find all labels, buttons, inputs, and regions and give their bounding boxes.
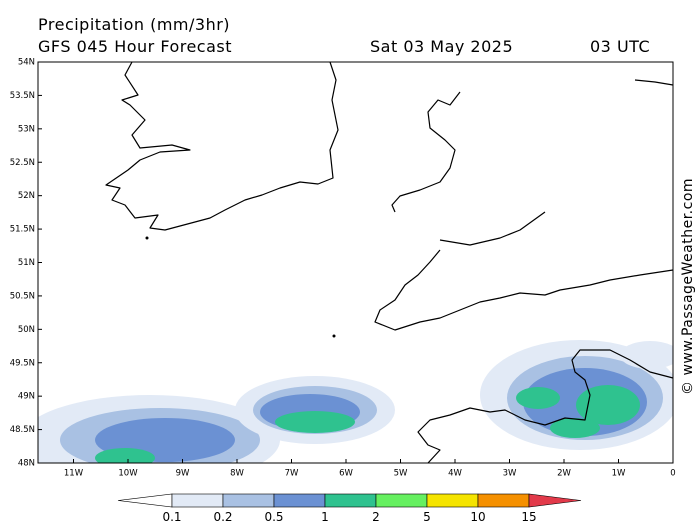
lon-label: 9W bbox=[176, 469, 190, 479]
lon-label: 0 bbox=[670, 469, 675, 479]
date: Sat 03 May 2025 bbox=[370, 37, 513, 56]
lat-label: 51.5N bbox=[10, 225, 35, 235]
precip-field bbox=[38, 340, 673, 463]
colorbar-label: 0.2 bbox=[213, 510, 232, 524]
colorbar-bin bbox=[426, 493, 479, 508]
lat-axis: 54N 53.5N 53N 52.5N 52N 51.5N 51N 50.5N 50N 49.5N… bbox=[10, 58, 42, 469]
lon-label: 8W bbox=[230, 469, 244, 479]
lat-label: 53.5N bbox=[10, 91, 35, 101]
coastlines bbox=[105, 61, 674, 464]
lat-label: 51N bbox=[18, 258, 35, 268]
lon-label: 10W bbox=[118, 469, 138, 479]
lon-label: 2W bbox=[557, 469, 571, 479]
colorbar-label: 10 bbox=[470, 510, 485, 524]
time: 03 UTC bbox=[590, 37, 650, 56]
lon-label: 6W bbox=[339, 469, 353, 479]
colorbar-label: 2 bbox=[372, 510, 380, 524]
watermark: © www.PassageWeather.com bbox=[680, 178, 696, 395]
colorbar-label: 0.1 bbox=[162, 510, 181, 524]
lat-label: 52.5N bbox=[10, 158, 35, 168]
colorbar-bin bbox=[375, 493, 428, 508]
colorbar-bin bbox=[222, 493, 275, 508]
lat-label: 53N bbox=[18, 124, 35, 134]
lon-label: 7W bbox=[285, 469, 299, 479]
lat-label: 49N bbox=[18, 392, 35, 402]
colorbar-bin bbox=[171, 493, 224, 508]
colorbar-label: 1 bbox=[321, 510, 329, 524]
subtitle: GFS 045 Hour Forecast bbox=[38, 37, 232, 56]
lat-label: 48.5N bbox=[10, 425, 35, 435]
lat-label: 49.5N bbox=[10, 358, 35, 368]
colorbar-label: 15 bbox=[521, 510, 536, 524]
lon-axis: 11W 10W 9W 8W 7W 6W 5W 4W 3W 2W 1W 0 bbox=[64, 459, 676, 479]
lon-label: 4W bbox=[448, 469, 462, 479]
colorbar-low bbox=[117, 493, 173, 508]
title: Precipitation (mm/3hr) bbox=[38, 15, 230, 34]
colorbar-bin bbox=[477, 493, 530, 508]
lon-label: 3W bbox=[503, 469, 517, 479]
lat-label: 52N bbox=[18, 191, 35, 201]
colorbar-bin bbox=[324, 493, 377, 508]
lat-label: 48N bbox=[18, 459, 35, 469]
lon-label: 11W bbox=[64, 469, 84, 479]
colorbar-label: 0.5 bbox=[264, 510, 283, 524]
colorbar-label: 5 bbox=[423, 510, 431, 524]
lat-label: 54N bbox=[18, 58, 35, 68]
colorbar-bin bbox=[273, 493, 326, 508]
colorbar-high bbox=[528, 493, 582, 508]
colorbar: 0.1 0.2 0.5 1 2 5 10 15 bbox=[117, 493, 582, 524]
lon-label: 5W bbox=[394, 469, 408, 479]
lat-label: 50N bbox=[18, 325, 35, 335]
lon-label: 1W bbox=[612, 469, 626, 479]
lat-label: 50.5N bbox=[10, 291, 35, 301]
